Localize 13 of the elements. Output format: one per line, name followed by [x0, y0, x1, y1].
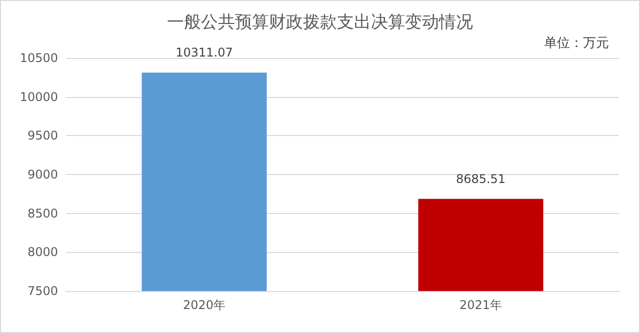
y-tick-label: 9500 [27, 128, 58, 143]
data-label: 8685.51 [456, 172, 506, 186]
chart-title: 一般公共预算财政拨款支出决算变动情况 [167, 12, 473, 32]
data-label: 10311.07 [176, 46, 233, 60]
y-tick-label: 8000 [27, 245, 58, 260]
text: 单位：万元 [544, 36, 609, 51]
y-tick-label: 8500 [27, 206, 58, 220]
x-tick-label: 2021年 [459, 298, 502, 312]
y-tick-label: 10000 [20, 90, 58, 104]
y-tick-label: 10500 [20, 51, 58, 65]
y-tick-label: 7500 [27, 284, 58, 298]
y-tick-label: 9000 [27, 168, 58, 182]
x-tick-label: 2020年 [182, 298, 226, 312]
